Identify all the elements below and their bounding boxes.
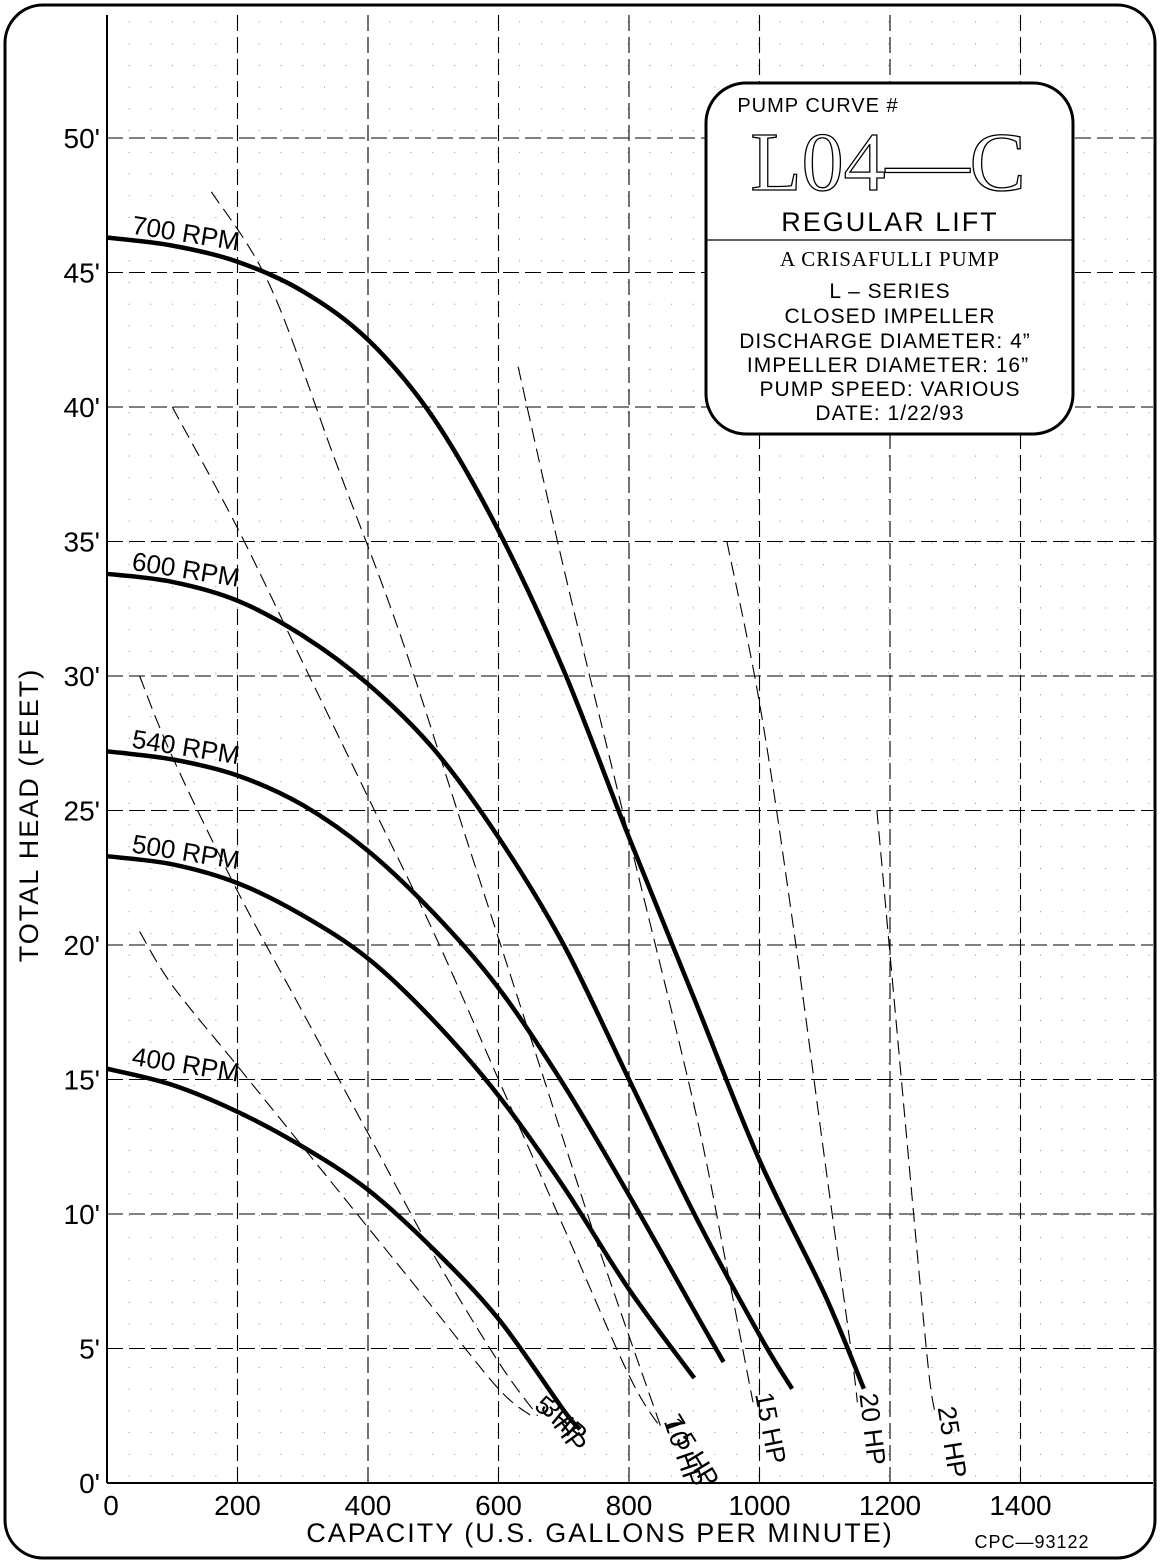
hp-line-5-hp	[139, 931, 532, 1417]
hp-line-10-hp	[210, 191, 663, 1430]
y-tick-label-15: 15'	[64, 1065, 101, 1096]
info-series: L – SERIES	[829, 280, 950, 303]
y-tick-label-25: 25'	[64, 796, 101, 827]
y-tick-label-50: 50'	[64, 123, 101, 154]
y-tick-label-35: 35'	[64, 527, 101, 558]
hp-line-15-hp	[517, 366, 754, 1403]
y-tick-label-30: 30'	[64, 661, 101, 692]
y-tick-label-40: 40'	[64, 392, 101, 423]
y-tick-label-10: 10'	[64, 1199, 101, 1230]
y-tick-label-5: 5'	[79, 1334, 100, 1365]
pump-curve-caption: PUMP CURVE #	[737, 95, 898, 117]
info-impeller-diameter: IMPELLER DIAMETER: 16”	[747, 354, 1029, 377]
x-tick-label-800: 800	[606, 1490, 653, 1521]
x-tick-label-600: 600	[475, 1490, 522, 1521]
x-tick-label-1400: 1400	[989, 1490, 1051, 1521]
x-tick-label-400: 400	[345, 1490, 392, 1521]
x-tick-label-200: 200	[214, 1490, 261, 1521]
hp-line-25-hp	[876, 810, 937, 1416]
x-tick-label-0: 0	[103, 1490, 119, 1521]
axes	[106, 15, 1153, 1484]
pump-curve-id: L04—C	[750, 116, 1025, 209]
x-axis-label: CAPACITY (U.S. GALLONS PER MINUTE)	[306, 1518, 894, 1548]
hp-line-20-hp	[726, 541, 858, 1403]
y-tick-label-0: 0'	[79, 1468, 100, 1499]
info-date: DATE: 1/22/93	[815, 402, 964, 425]
hp-line-7-5-hp	[171, 406, 663, 1430]
maker-name: A CRISAFULLI PUMP	[780, 247, 1000, 271]
info-impeller-type: CLOSED IMPELLER	[784, 305, 995, 328]
title-box-frame	[704, 81, 1075, 436]
title-box: PUMP CURVE # L04—C REGULAR LIFT A CRISAF…	[704, 81, 1075, 436]
curve-700-rpm	[106, 235, 866, 1390]
tick-labels: 0 200 400 600 800 1000 1200 1400 0' 5' 10' 15' 20' 25…	[64, 123, 1052, 1521]
lift-type: REGULAR LIFT	[781, 207, 999, 237]
drawing-code: CPC—93122	[974, 1532, 1089, 1552]
curve-400-rpm	[106, 1066, 582, 1431]
y-tick-label-20: 20'	[64, 930, 101, 961]
hp-line-3-hp	[139, 675, 539, 1417]
y-axis-label: TOTAL HEAD (FEET)	[14, 668, 44, 963]
x-tick-label-1200: 1200	[859, 1490, 921, 1521]
curve-500-rpm	[106, 853, 697, 1380]
x-tick-label-1000: 1000	[728, 1490, 790, 1521]
curve-600-rpm	[106, 571, 795, 1390]
info-discharge-diameter: DISCHARGE DIAMETER: 4”	[739, 330, 1031, 353]
y-tick-label-45: 45'	[64, 258, 101, 289]
info-pump-speed: PUMP SPEED: VARIOUS	[760, 378, 1021, 401]
curve-540-rpm	[106, 749, 726, 1364]
